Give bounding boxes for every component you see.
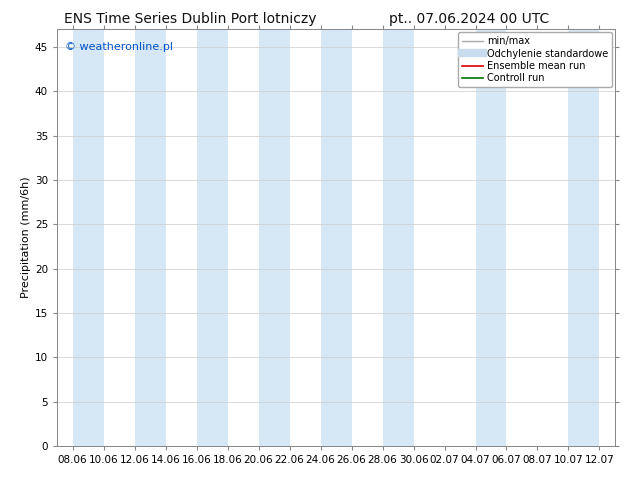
Bar — [72, 29, 103, 446]
Bar — [197, 29, 228, 446]
Text: © weatheronline.pl: © weatheronline.pl — [65, 42, 174, 52]
Bar — [134, 29, 165, 446]
Bar — [569, 29, 600, 446]
Bar — [382, 29, 413, 446]
Bar — [321, 29, 351, 446]
Y-axis label: Precipitation (mm/6h): Precipitation (mm/6h) — [21, 177, 30, 298]
Text: pt.. 07.06.2024 00 UTC: pt.. 07.06.2024 00 UTC — [389, 12, 549, 26]
Legend: min/max, Odchylenie standardowe, Ensemble mean run, Controll run: min/max, Odchylenie standardowe, Ensembl… — [458, 32, 612, 87]
Text: ENS Time Series Dublin Port lotniczy: ENS Time Series Dublin Port lotniczy — [64, 12, 316, 26]
Bar — [259, 29, 290, 446]
Bar — [476, 29, 507, 446]
